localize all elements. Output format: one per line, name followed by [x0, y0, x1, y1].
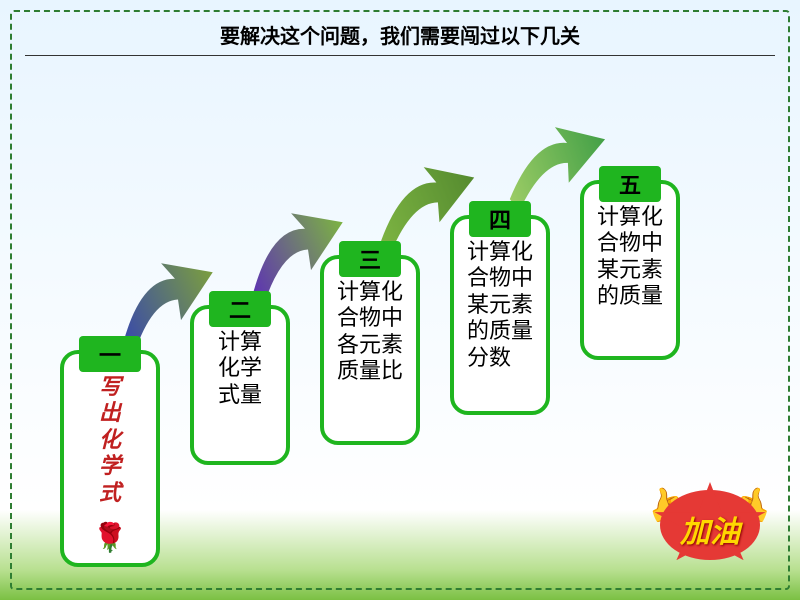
step-content: 计合某的算物元质化中素量: [584, 184, 676, 325]
page-title: 要解决这个问题，我们需要闯过以下几关: [0, 20, 800, 49]
step-tab: 一: [79, 336, 141, 372]
step-tab: 五: [599, 166, 661, 202]
step-card: 五计合某的算物元质化中素量: [580, 180, 680, 360]
step-tab: 二: [209, 291, 271, 327]
step-tab: 三: [339, 241, 401, 277]
step-content: 计合某的分算物元质数化中素量: [454, 219, 546, 386]
step-card: 二计化式算学量: [190, 305, 290, 465]
step-card: 四计合某的分算物元质数化中素量: [450, 215, 550, 415]
step-tab: 四: [469, 201, 531, 237]
title-underline: [25, 55, 775, 56]
flower-icon: 🌹: [64, 521, 156, 563]
step-content: 计合各质算物元量化中素比: [324, 259, 416, 400]
step-card: 一写出化学式🌹: [60, 350, 160, 567]
step-content: 写出化学式: [64, 354, 156, 521]
step-card: 三计合各质算物元量化中素比: [320, 255, 420, 445]
jiayou-badge: 👍 👍 加油: [650, 475, 770, 565]
jiayou-text: 加油: [650, 507, 770, 551]
